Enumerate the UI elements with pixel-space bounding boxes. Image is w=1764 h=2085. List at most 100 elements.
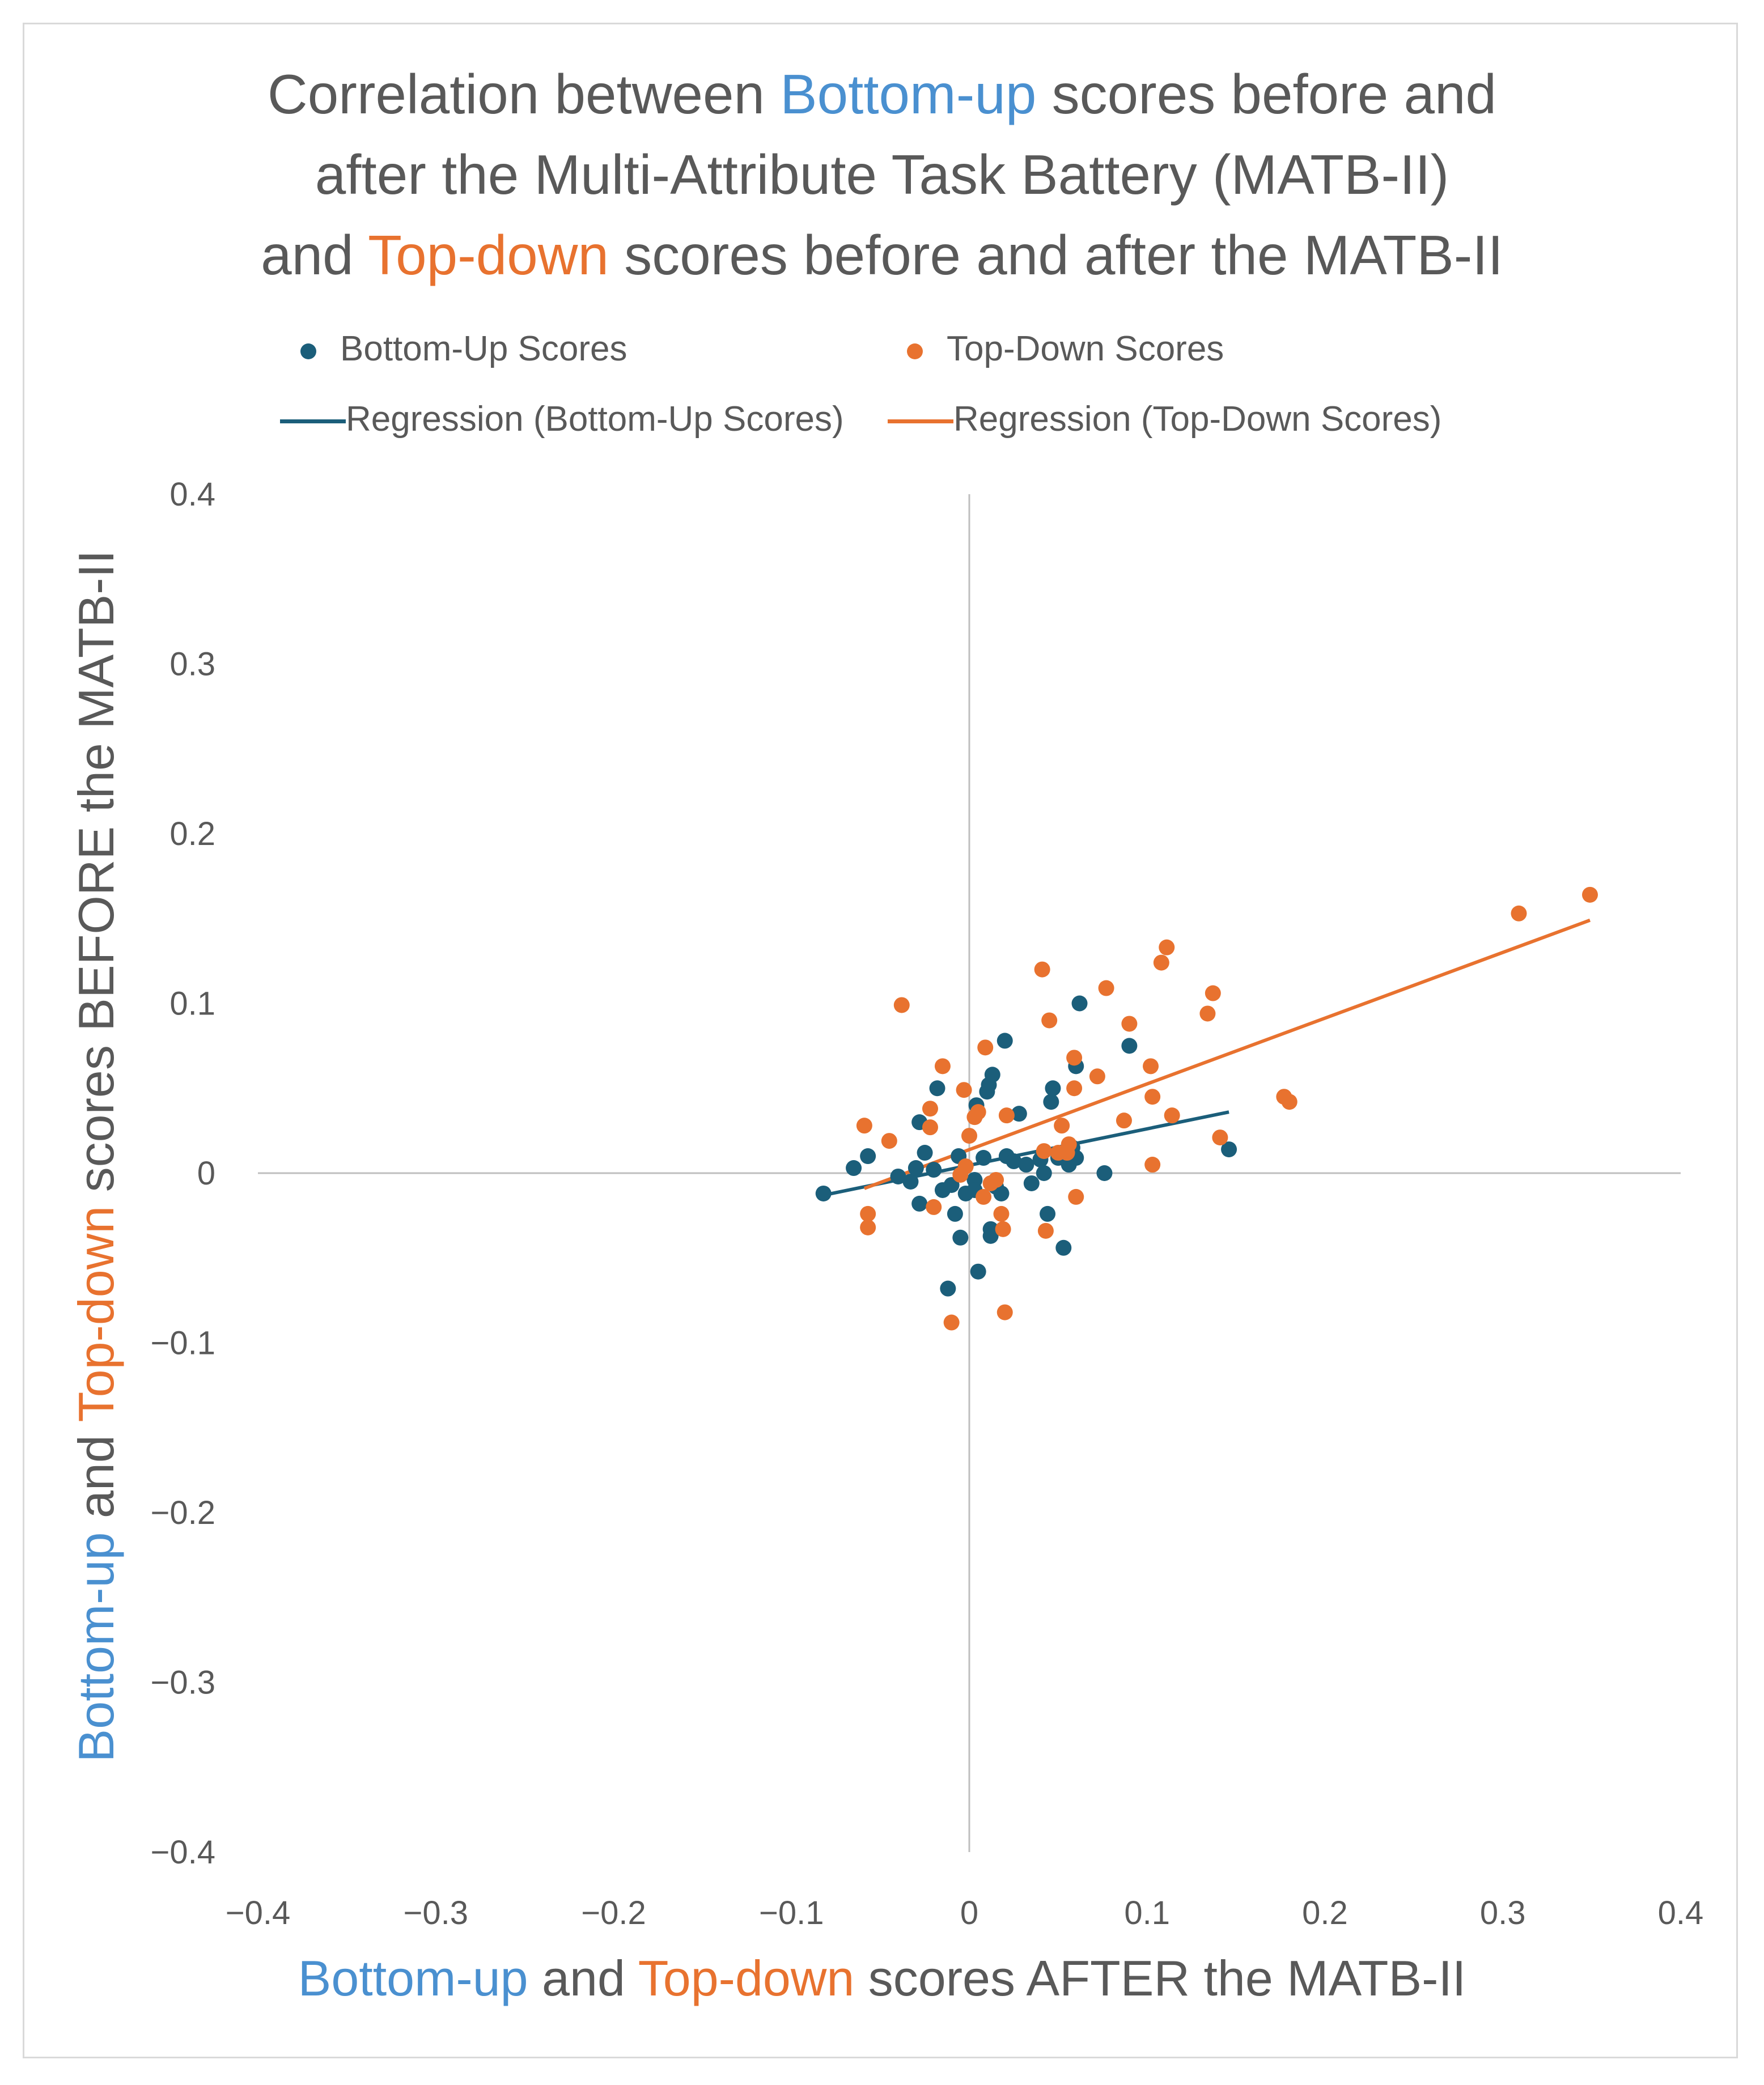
top-down-point [993,1205,1010,1222]
top-down-point [1037,1222,1054,1239]
x-tick-label: 0.2 [1302,1895,1348,1931]
legend-marker-top-down [907,343,923,359]
top-down-point [1041,1012,1058,1029]
top-down-point [1068,1188,1084,1205]
regression-line-bottom-up [823,1110,1229,1197]
x-tick-label: −0.4 [226,1895,291,1931]
top-down-point [1036,1143,1052,1160]
y-tick-label: 0.2 [169,816,215,852]
top-down-point [1164,1107,1180,1124]
x-tick-label: 0.4 [1658,1895,1704,1931]
title-top-down-highlight: Top-down [368,224,609,286]
top-down-point [1153,954,1169,971]
top-down-point [1116,1112,1132,1129]
chart-frame [23,23,1738,2058]
legend-regression-bottom-up[interactable]: Regression (Bottom-Up Scores) [280,399,844,439]
x-axis-title: Bottom-up and Top-down scores AFTER the … [298,1950,1466,2006]
top-down-point [1143,1058,1159,1075]
top-down-point [1144,1157,1161,1173]
top-down-point [922,1119,938,1136]
bottom-up-point [997,1033,1013,1049]
top-down-point [926,1199,942,1215]
regression-line-top-down [863,918,1591,1190]
top-down-point [970,1104,986,1120]
top-down-point [893,997,910,1013]
bottom-up-point [1036,1165,1052,1181]
bottom-up-point [1096,1165,1113,1181]
title-line-3: and Top-down scores before and after the… [261,224,1503,286]
top-down-point [1212,1129,1228,1146]
top-down-point [976,1188,992,1205]
top-down-point [1205,985,1221,1001]
top-down-point [998,1107,1015,1124]
top-down-point [922,1101,938,1117]
top-down-point [1511,905,1527,922]
top-down-point [961,1128,977,1144]
bottom-up-point [976,1150,992,1166]
x-tick-label: 0.1 [1124,1895,1170,1931]
bottom-up-point [929,1080,945,1097]
top-down-point [1034,961,1050,978]
bottom-up-point [1055,1239,1072,1256]
top-down-point [1089,1068,1105,1085]
top-down-point [943,1314,960,1331]
bottom-up-point [860,1148,876,1165]
bottom-up-point [1011,1106,1027,1122]
x-tick-label: 0.3 [1480,1895,1526,1931]
legend-line-top-down [888,419,953,424]
bottom-up-point [911,1195,928,1212]
legend-top-down-scores[interactable]: Top-Down Scores [907,329,1224,369]
bottom-up-point [1043,1094,1059,1110]
top-down-point [956,1082,972,1098]
bottom-up-point [993,1185,1010,1201]
y-axis-title: Bottom-up and Top-down scores BEFORE the… [68,550,124,1763]
y-tick-label: −0.1 [151,1325,216,1362]
top-down-point [1054,1118,1070,1134]
top-down-point [860,1205,876,1222]
bottom-up-point [1018,1157,1034,1173]
y-tick-label: −0.4 [151,1834,216,1871]
top-down-point [1199,1005,1216,1022]
bottom-up-point [940,1280,956,1297]
x-tick-label: −0.2 [581,1895,646,1931]
y-tick-label: 0.1 [169,986,215,1022]
top-down-point [934,1058,951,1075]
bottom-up-point [984,1067,1000,1083]
bottom-up-point [952,1229,969,1246]
bottom-up-point [1121,1038,1138,1054]
top-down-point [1581,886,1598,903]
top-down-point [957,1158,974,1175]
top-down-point [1061,1136,1077,1153]
y-tick-label: −0.2 [151,1494,216,1531]
title-line-1: Correlation between Bottom-up scores bef… [267,63,1497,125]
top-down-point [1144,1089,1161,1105]
top-down-point [997,1304,1013,1320]
bottom-up-point [846,1160,862,1177]
x-tick-label: −0.1 [759,1895,824,1931]
y-tick-label: 0 [197,1155,215,1192]
bottom-up-point [1045,1080,1061,1097]
bottom-up-point [908,1160,924,1177]
legend-bottom-up-scores[interactable]: Bottom-Up Scores [300,329,627,369]
bottom-up-point [890,1168,906,1184]
top-down-point [1121,1016,1138,1032]
y-tick-label: −0.3 [151,1664,216,1701]
bottom-up-point [926,1162,942,1178]
top-down-point [977,1039,994,1056]
legend-regression-top-down[interactable]: Regression (Top-Down Scores) [888,399,1441,439]
title-bottom-up-highlight: Bottom-up [780,63,1037,125]
top-down-point [1066,1050,1083,1066]
chart-title: Correlation between Bottom-up scores bef… [0,54,1764,295]
top-down-point [988,1171,1004,1188]
top-down-point [881,1133,897,1149]
x-tick-label: 0 [960,1895,978,1931]
top-down-point [856,1118,872,1134]
title-line-2: after the Multi-Attribute Task Battery (… [315,143,1449,206]
bottom-up-point [1221,1141,1237,1158]
top-down-point [860,1219,876,1235]
legend-marker-bottom-up [300,343,316,359]
y-tick-label: 0.3 [169,646,215,683]
bottom-up-point [982,1228,999,1244]
bottom-up-point [1040,1205,1056,1222]
